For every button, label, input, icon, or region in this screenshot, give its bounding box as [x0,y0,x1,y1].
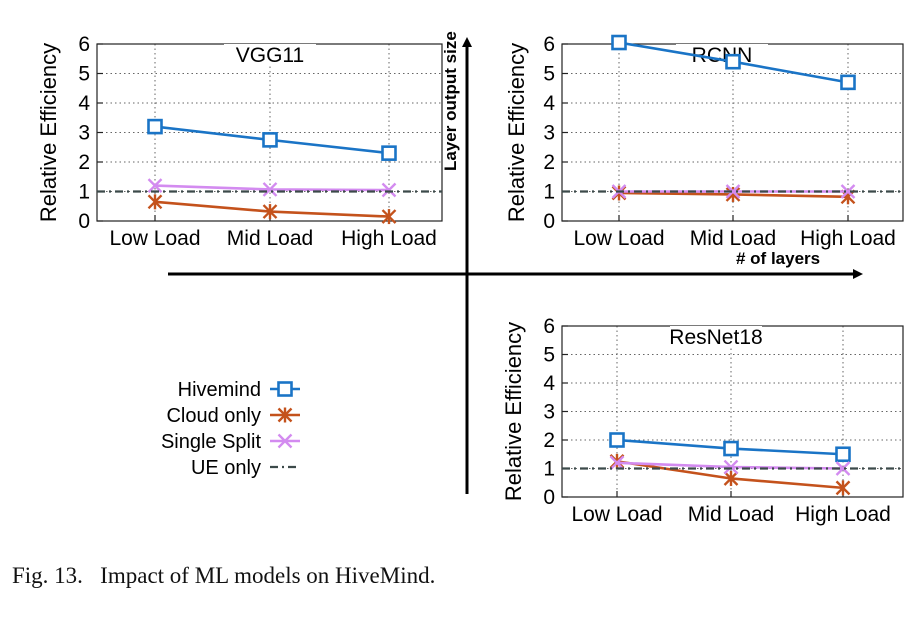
y-axis-label: Relative Efficiency [36,43,61,222]
plot-frame [561,325,904,498]
data-point [725,53,741,70]
x-tick-label: Low Load [571,503,662,526]
data-point [147,118,163,135]
y-tick-label: 4 [543,372,555,395]
data-point [840,74,856,91]
data-point [262,182,278,197]
y-tick-label: 4 [78,92,90,115]
legend-marker [277,381,293,397]
y-tick-label: 4 [543,92,555,115]
quadrant-axes: Layer output size # of layers [168,31,863,494]
title-background [670,326,762,348]
data-point [725,186,741,202]
data-point [609,455,625,471]
legend-marker [277,407,293,423]
series-cloud-only [147,194,397,225]
series-cloud-only [611,185,856,205]
chart-panel-resnet18: 0 1 2 3 4 5 6 Low Load Mid Load High Load Relative… [501,315,904,526]
y-tick-label: 0 [543,486,555,509]
y-tick-label: 6 [78,33,90,56]
y-tick-label: 6 [543,315,555,338]
legend-label: Single Split [161,431,262,453]
data-point [835,446,851,463]
legend-item-cloud-only: Cloud only [166,405,300,427]
y-tick-label: 5 [543,344,555,367]
series-hivemind [609,432,851,463]
y-tick-label: 1 [543,458,555,481]
data-point [147,194,163,210]
data-point [262,132,278,148]
x-tick-label: Low Load [573,227,664,250]
legend-item-hivemind: Hivemind [178,379,300,401]
data-point [262,204,278,220]
title-background [224,44,316,66]
data-point [723,459,739,475]
horizontal-axis-label: # of layers [736,249,820,268]
data-point [381,182,397,198]
x-tick-label: Mid Load [688,503,774,526]
data-point [840,184,856,199]
data-point [835,480,851,496]
legend: Hivemind Cloud only Single Split UE only [161,379,300,479]
x-tick-label: High Load [800,227,896,250]
data-point [381,145,397,161]
data-point [381,209,397,225]
legend-label: Cloud only [166,405,261,427]
y-tick-label: 5 [543,63,555,86]
series-single-split [147,178,397,198]
x-tick-label: Low Load [109,227,200,250]
title-background [676,44,768,66]
y-tick-label: 0 [78,210,90,233]
y-tick-label: 3 [543,122,555,145]
y-tick-label: 6 [543,33,555,56]
x-tick-label: High Load [341,227,437,250]
data-point [611,34,627,51]
x-tick-label: High Load [795,503,891,526]
legend-item-ue-only: UE only [191,457,300,479]
data-point [147,178,163,193]
data-point [723,470,739,486]
y-tick-label: 2 [543,429,555,452]
x-tick-label: Mid Load [227,227,313,250]
chart-title: VGG11 [236,44,304,67]
y-tick-label: 5 [78,63,90,86]
series-cloud-only [609,453,851,496]
y-tick-label: 2 [543,151,555,174]
figure-caption: Fig. 13. Impact of ML models on HiveMind… [12,563,436,588]
series-single-split [609,455,851,476]
vertical-axis-label: Layer output size [441,31,460,171]
y-axis-label: Relative Efficiency [504,43,529,222]
y-tick-label: 3 [543,401,555,424]
data-point [609,432,625,448]
data-point [835,461,851,476]
y-tick-label: 0 [543,210,555,233]
data-point [723,440,739,457]
legend-label: UE only [191,457,261,479]
chart-panel-vgg11: 0 1 2 3 4 5 6 Low Load Mid Load High Load Relative… [36,33,443,250]
x-tick-label: Mid Load [690,227,776,250]
chart-panels: 0 1 2 3 4 5 6 Low Load Mid Load High Load Relative… [36,33,904,526]
series-hivemind [147,118,397,161]
y-tick-label: 2 [78,151,90,174]
y-tick-label: 3 [78,122,90,145]
series-hivemind [611,34,856,91]
y-tick-label: 1 [543,181,555,204]
legend-marker [277,433,293,449]
chart-title: ResNet18 [669,326,762,349]
legend-item-single-split: Single Split [161,431,300,453]
chart-panel-rcnn: 0 1 2 3 4 5 6 Low Load Mid Load High Load Relative… [504,33,904,250]
legend-label: Hivemind [178,379,261,401]
y-tick-label: 1 [78,181,90,204]
y-axis-label: Relative Efficiency [501,322,526,501]
data-point [725,184,741,199]
